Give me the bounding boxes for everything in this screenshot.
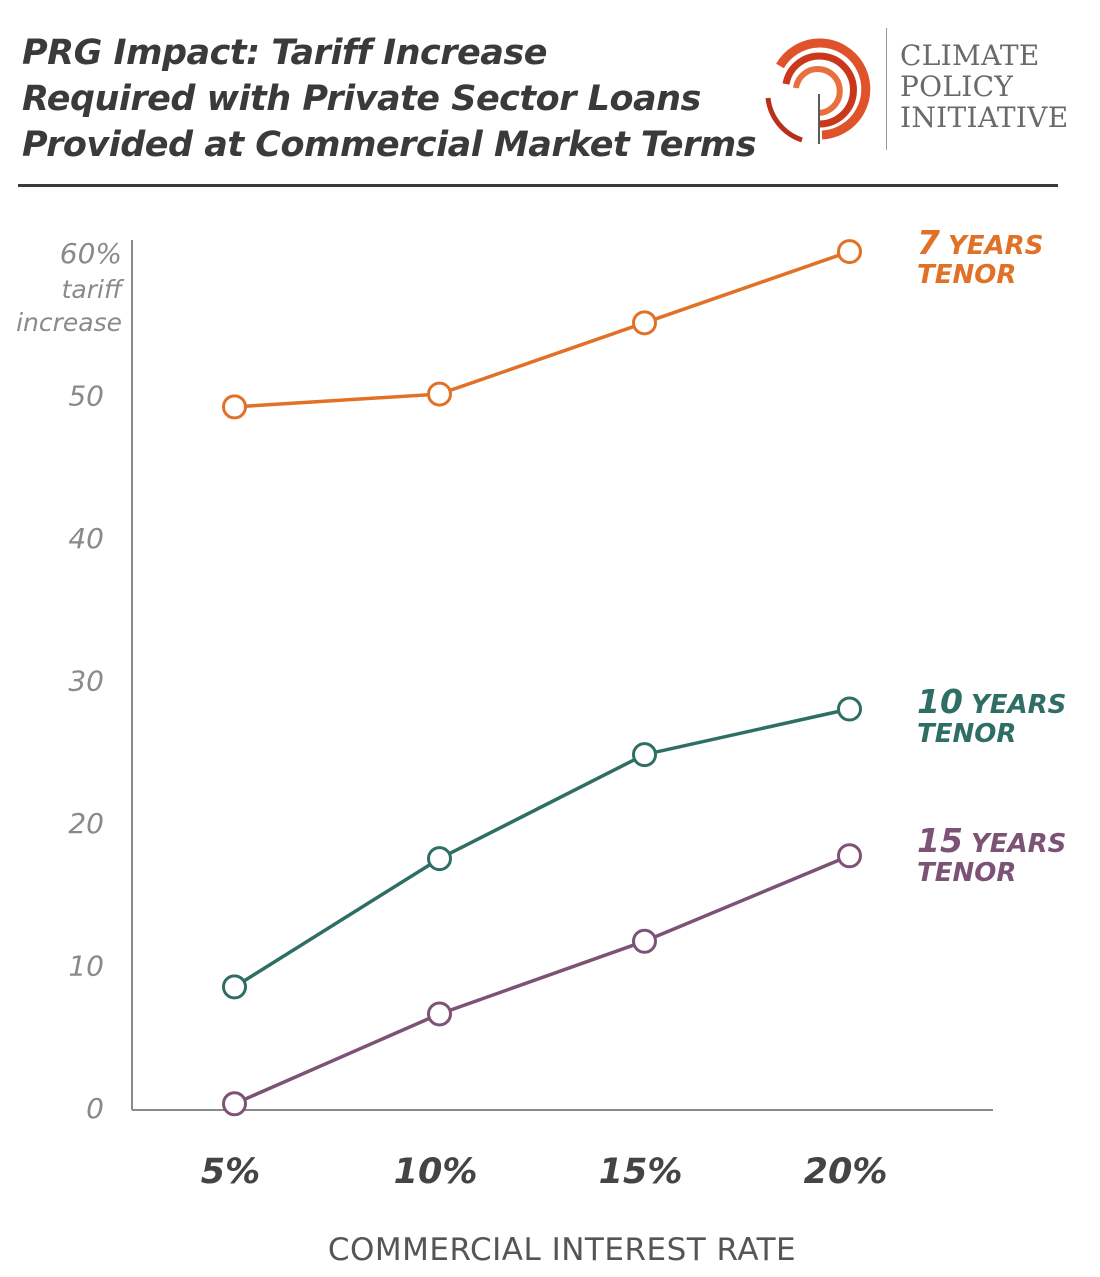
x-tick-label: 10%: [394, 1152, 478, 1192]
chart-axes: [131, 240, 993, 1111]
x-tick-label: 20%: [804, 1152, 888, 1192]
climate-policy-initiative-logo-icon: [765, 38, 871, 144]
x-axis-label: COMMERCIAL INTEREST RATE: [328, 1232, 796, 1268]
logo-wordmark: CLIMATE POLICY INITIATIVE: [900, 40, 1068, 133]
y-tick-label-top: 60%: [60, 237, 122, 270]
x-tick-labels: 5% 10% 15% 20%: [201, 1152, 888, 1192]
series-label: 15 YEARS: [917, 821, 1066, 860]
data-point: [427, 1001, 452, 1027]
logo-text-line: CLIMATE: [900, 39, 1040, 72]
y-axis-label-line: increase: [16, 308, 122, 337]
series-label-word: YEARS: [948, 231, 1043, 261]
data-point: [837, 696, 862, 722]
chart-title: PRG Impact: Tariff Increase Required wit…: [22, 30, 782, 168]
y-tick-label: 50: [68, 380, 104, 413]
y-tick-label: 20: [68, 807, 104, 840]
y-tick-label: 40: [68, 522, 104, 555]
data-point: [427, 381, 452, 407]
series-line: [233, 707, 850, 989]
x-tick-label: 5%: [201, 1152, 260, 1192]
series-label-line2: TENOR: [917, 719, 1016, 749]
series-line: [234, 249, 851, 409]
series-label-number: 10: [917, 682, 963, 721]
series-label-number: 7: [917, 223, 940, 262]
data-point: [837, 843, 862, 869]
series-label: 7 YEARS: [917, 223, 1043, 262]
y-tick-label: 10: [68, 950, 104, 983]
x-tick-label: 15%: [599, 1152, 683, 1192]
y-axis-label-line: tariff: [62, 275, 125, 304]
series-label-line2: TENOR: [917, 260, 1016, 290]
data-point: [427, 846, 452, 872]
data-point: [837, 239, 862, 265]
data-point: [632, 742, 657, 768]
chart-title-line: PRG Impact: Tariff Increase: [22, 33, 547, 73]
line-chart: 50 40 30 20 10 0 60% tariff increase 5% 10% 15% 20…: [16, 223, 1066, 1268]
series-label-number: 15: [917, 821, 963, 860]
series-label-line2: TENOR: [917, 858, 1016, 888]
data-point: [632, 928, 657, 954]
series-line: [233, 854, 851, 1106]
logo-divider: [886, 28, 887, 150]
series-label-word: YEARS: [971, 829, 1066, 859]
logo-text-line: INITIATIVE: [900, 101, 1069, 134]
y-tick-label: 0: [86, 1092, 104, 1125]
data-point: [222, 394, 247, 420]
logo-text-line: POLICY: [900, 70, 1014, 103]
y-axis-label: 60% tariff increase: [16, 237, 125, 337]
chart-title-line: Required with Private Sector Loans: [22, 79, 701, 119]
data-point: [222, 1091, 247, 1117]
data-point: [222, 974, 247, 1000]
chart-title-line: Provided at Commercial Market Terms: [22, 125, 757, 165]
series-label: 10 YEARS: [917, 682, 1066, 721]
y-tick-labels: 50 40 30 20 10 0: [68, 380, 104, 1126]
series-label-word: YEARS: [971, 690, 1066, 720]
data-point: [632, 310, 657, 336]
y-tick-label: 30: [68, 665, 104, 698]
title-rule: [18, 184, 1058, 187]
